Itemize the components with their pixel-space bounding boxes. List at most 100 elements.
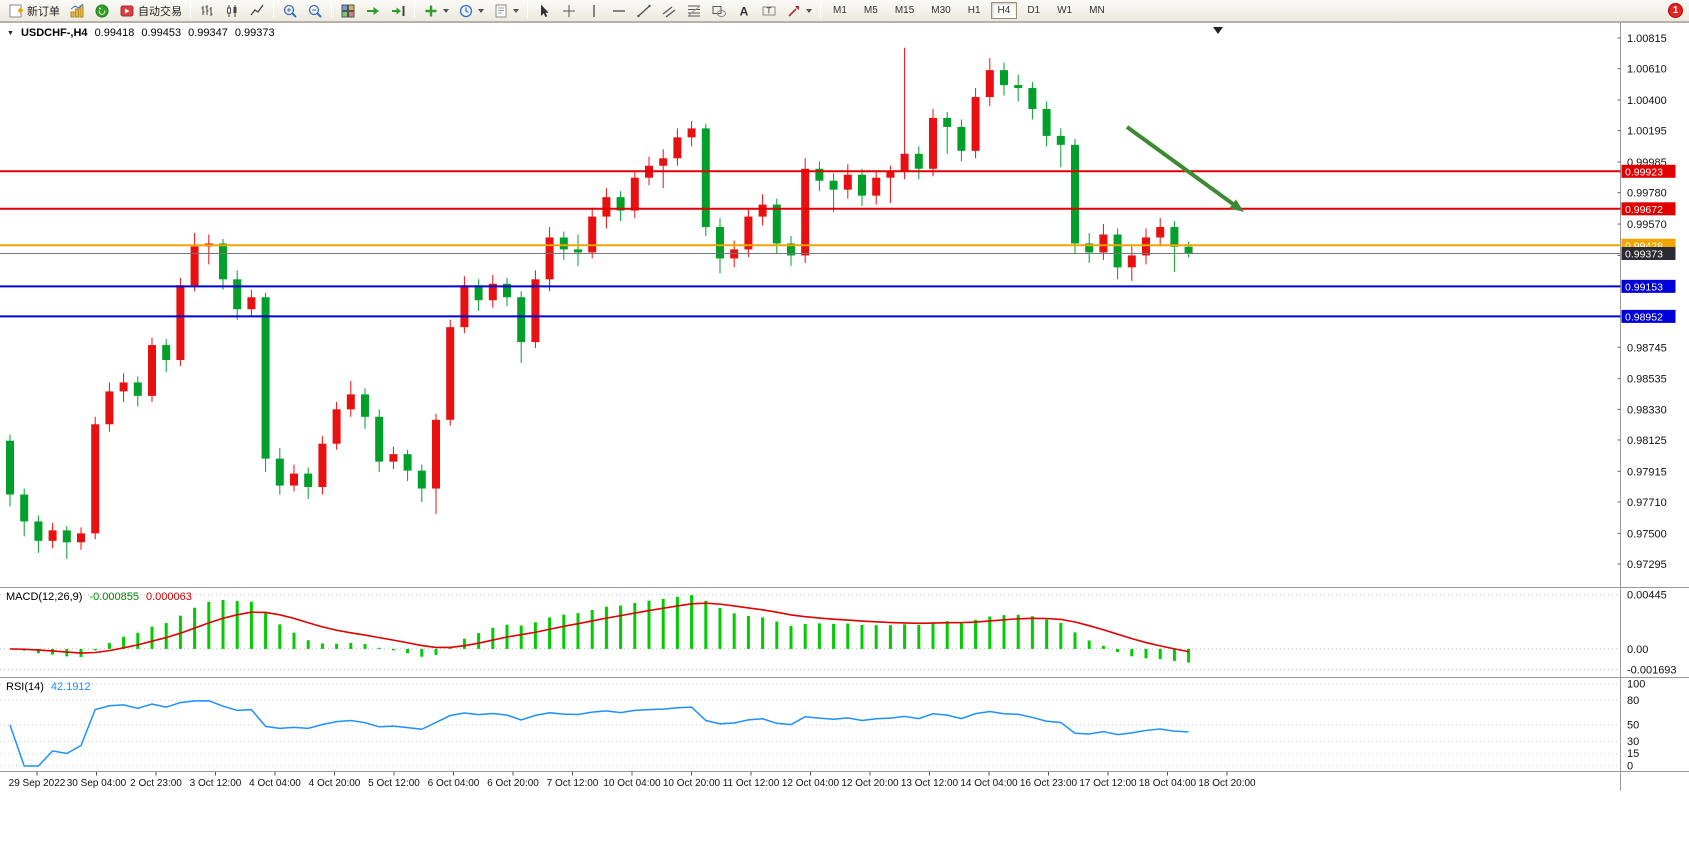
toolbar-separator: [527, 3, 528, 18]
svg-text:0.97915: 0.97915: [1627, 466, 1667, 478]
notification-badge[interactable]: 1: [1668, 3, 1683, 18]
bar-chart-icon: [199, 3, 215, 19]
chart-title-overlay: ▼ USDCHF-,H4 0.99418 0.99453 0.99347 0.9…: [7, 27, 275, 39]
indicators-button[interactable]: [419, 1, 453, 20]
svg-text:0.98745: 0.98745: [1627, 342, 1667, 354]
tile-windows-button[interactable]: [336, 1, 360, 20]
community-button[interactable]: [90, 1, 114, 20]
cursor-icon: [536, 3, 552, 19]
svg-text:16 Oct 23:00: 16 Oct 23:00: [1020, 778, 1078, 789]
line-chart-icon: [249, 3, 265, 19]
auto-trading-button[interactable]: 自动交易: [115, 1, 186, 20]
svg-text:14 Oct 04:00: 14 Oct 04:00: [960, 778, 1018, 789]
cursor-button[interactable]: [532, 1, 556, 20]
timeframe-m30-button[interactable]: M30: [931, 5, 951, 16]
auto-trading-label: 自动交易: [138, 5, 182, 18]
text-button[interactable]: A: [732, 1, 756, 20]
timeframe-h1-button[interactable]: H1: [967, 5, 981, 16]
svg-text:12 Oct 04:00: 12 Oct 04:00: [782, 778, 840, 789]
trendline-button[interactable]: [632, 1, 656, 20]
community-icon: [94, 3, 110, 19]
vertical-line-button[interactable]: [582, 1, 606, 20]
crosshair-button[interactable]: [557, 1, 581, 20]
charts-button[interactable]: [65, 1, 89, 20]
svg-text:15: 15: [1627, 748, 1639, 760]
svg-text:0: 0: [1627, 761, 1633, 773]
timeframe-d1-button[interactable]: D1: [1027, 5, 1041, 16]
horizontal-lines[interactable]: [0, 170, 1621, 318]
svg-text:13 Oct 12:00: 13 Oct 12:00: [901, 778, 959, 789]
svg-text:2 Oct 23:00: 2 Oct 23:00: [130, 778, 182, 789]
svg-text:29 Sep 2022: 29 Sep 2022: [9, 778, 66, 789]
equidistant-channel-button[interactable]: [657, 1, 681, 20]
svg-text:11 Oct 12:00: 11 Oct 12:00: [723, 778, 780, 789]
svg-text:100: 100: [1627, 679, 1645, 691]
timeframe-m1-button[interactable]: M1: [833, 5, 847, 16]
toolbar-separator: [190, 3, 191, 18]
zoom-in-icon: [282, 3, 298, 19]
svg-text:3 Oct 12:00: 3 Oct 12:00: [190, 778, 242, 789]
timeframe-h4-button[interactable]: H4: [990, 2, 1018, 19]
timeframe-w1-button[interactable]: W1: [1057, 5, 1073, 16]
svg-text:0.98952: 0.98952: [1625, 311, 1663, 323]
periods-button[interactable]: [454, 1, 488, 20]
rsi-line: [9, 699, 1189, 767]
timeframe-m15-button[interactable]: M15: [894, 5, 915, 16]
macd-main-value: -0.000855: [89, 591, 139, 603]
chart-shift-icon: [390, 3, 406, 19]
line-chart-mode-button[interactable]: [245, 1, 269, 20]
chart-shift-button[interactable]: [386, 1, 410, 20]
svg-text:18 Oct 20:00: 18 Oct 20:00: [1198, 778, 1256, 789]
templates-button[interactable]: [489, 1, 523, 20]
shapes-button[interactable]: [707, 1, 731, 20]
shift-marker[interactable]: [1213, 27, 1223, 34]
svg-text:0.99672: 0.99672: [1625, 204, 1663, 216]
svg-text:0.97500: 0.97500: [1627, 528, 1667, 540]
fibonacci-button[interactable]: [682, 1, 706, 20]
vertical-line-icon: [586, 3, 602, 19]
close-value: 0.99373: [234, 27, 275, 39]
panel-frame: [0, 22, 1689, 791]
svg-text:0.99923: 0.99923: [1625, 166, 1663, 178]
macd-signal-line: [9, 602, 1189, 654]
template-icon: [493, 3, 509, 19]
zoom-out-button[interactable]: [303, 1, 327, 20]
timeframe-mn-button[interactable]: MN: [1089, 5, 1105, 16]
auto-trading-icon: [119, 3, 135, 19]
arrows-button[interactable]: [782, 1, 816, 20]
macd-panel: 0.00445 0.00 -0.001693: [0, 590, 1677, 677]
svg-text:0.98535: 0.98535: [1627, 374, 1667, 386]
dropdown-caret-icon: [443, 8, 449, 13]
text-label-button[interactable]: T: [757, 1, 781, 20]
symbol-period-label: USDCHF-,H4: [20, 27, 88, 39]
auto-scroll-button[interactable]: [361, 1, 385, 20]
svg-text:30 Sep 04:00: 30 Sep 04:00: [67, 778, 127, 789]
timeframe-m5-button[interactable]: M5: [863, 5, 878, 16]
new-order-button[interactable]: 新订单: [4, 1, 64, 20]
svg-text:10 Oct 04:00: 10 Oct 04:00: [603, 778, 661, 789]
svg-text:-0.001693: -0.001693: [1627, 665, 1677, 677]
horizontal-line-icon: [611, 3, 627, 19]
trendline-icon: [636, 3, 652, 19]
candlestick-series: [6, 47, 1193, 559]
candlestick-mode-button[interactable]: [220, 1, 244, 20]
horizontal-line-button[interactable]: [607, 1, 631, 20]
svg-text:80: 80: [1627, 695, 1639, 707]
svg-text:30: 30: [1627, 736, 1639, 748]
bar-chart-mode-button[interactable]: [195, 1, 219, 20]
svg-text:5 Oct 12:00: 5 Oct 12:00: [368, 778, 420, 789]
toolbar-separator: [414, 3, 415, 18]
trend-arrow[interactable]: [1125, 125, 1244, 212]
svg-text:1.00815: 1.00815: [1627, 33, 1667, 45]
dropdown-caret-icon: [478, 8, 484, 13]
chart-collapse-icon[interactable]: ▼: [7, 29, 14, 37]
low-value: 0.99347: [188, 27, 228, 39]
zoom-in-button[interactable]: [278, 1, 302, 20]
toolbar-separator: [273, 3, 274, 18]
tile-windows-icon: [340, 3, 356, 19]
crosshair-icon: [561, 3, 577, 19]
svg-text:6 Oct 20:00: 6 Oct 20:00: [487, 778, 539, 789]
svg-text:0.99373: 0.99373: [1625, 248, 1663, 260]
shapes-icon: [711, 3, 727, 19]
